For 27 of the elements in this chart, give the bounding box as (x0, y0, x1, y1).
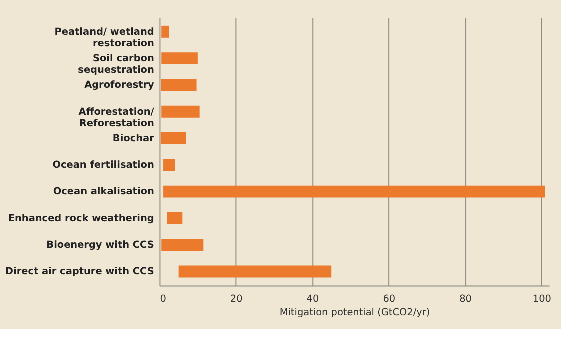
y-tick-label: Soil carbon sequestration (78, 53, 154, 76)
bar (162, 239, 204, 252)
y-tick-label: Enhanced rock weathering (8, 213, 154, 224)
x-tick-label: 60 (383, 294, 396, 305)
bar (162, 52, 198, 65)
y-tick-label: Agroforestry (84, 80, 156, 92)
x-tick-label: 40 (306, 294, 320, 305)
x-tick-label: 20 (230, 294, 243, 305)
bar (167, 212, 183, 224)
bar (160, 132, 186, 145)
x-axis-title: Mitigation potential (GtCO2/yr) (280, 307, 430, 318)
bar (162, 106, 200, 118)
x-tick-label: 100 (532, 294, 552, 305)
y-tick-label: Bioenergy with CCS (46, 240, 154, 252)
bar (164, 186, 546, 198)
y-tick-label: Ocean fertilisation (52, 160, 154, 172)
y-tick-label: Peatland/ wetland restoration (54, 26, 154, 50)
y-tick-label: Afforestation/ Reforestation (78, 106, 155, 130)
x-tick-label: 80 (460, 294, 472, 305)
y-tick-label: Biochar (112, 133, 155, 144)
y-tick-label: Direct air capture with CCS (5, 266, 154, 278)
bar (164, 159, 176, 172)
bar (161, 79, 197, 92)
bar (178, 266, 332, 278)
bar (162, 26, 170, 38)
x-tick-label: 0 (160, 294, 166, 305)
y-tick-label: Ocean alkalisation (53, 186, 154, 198)
